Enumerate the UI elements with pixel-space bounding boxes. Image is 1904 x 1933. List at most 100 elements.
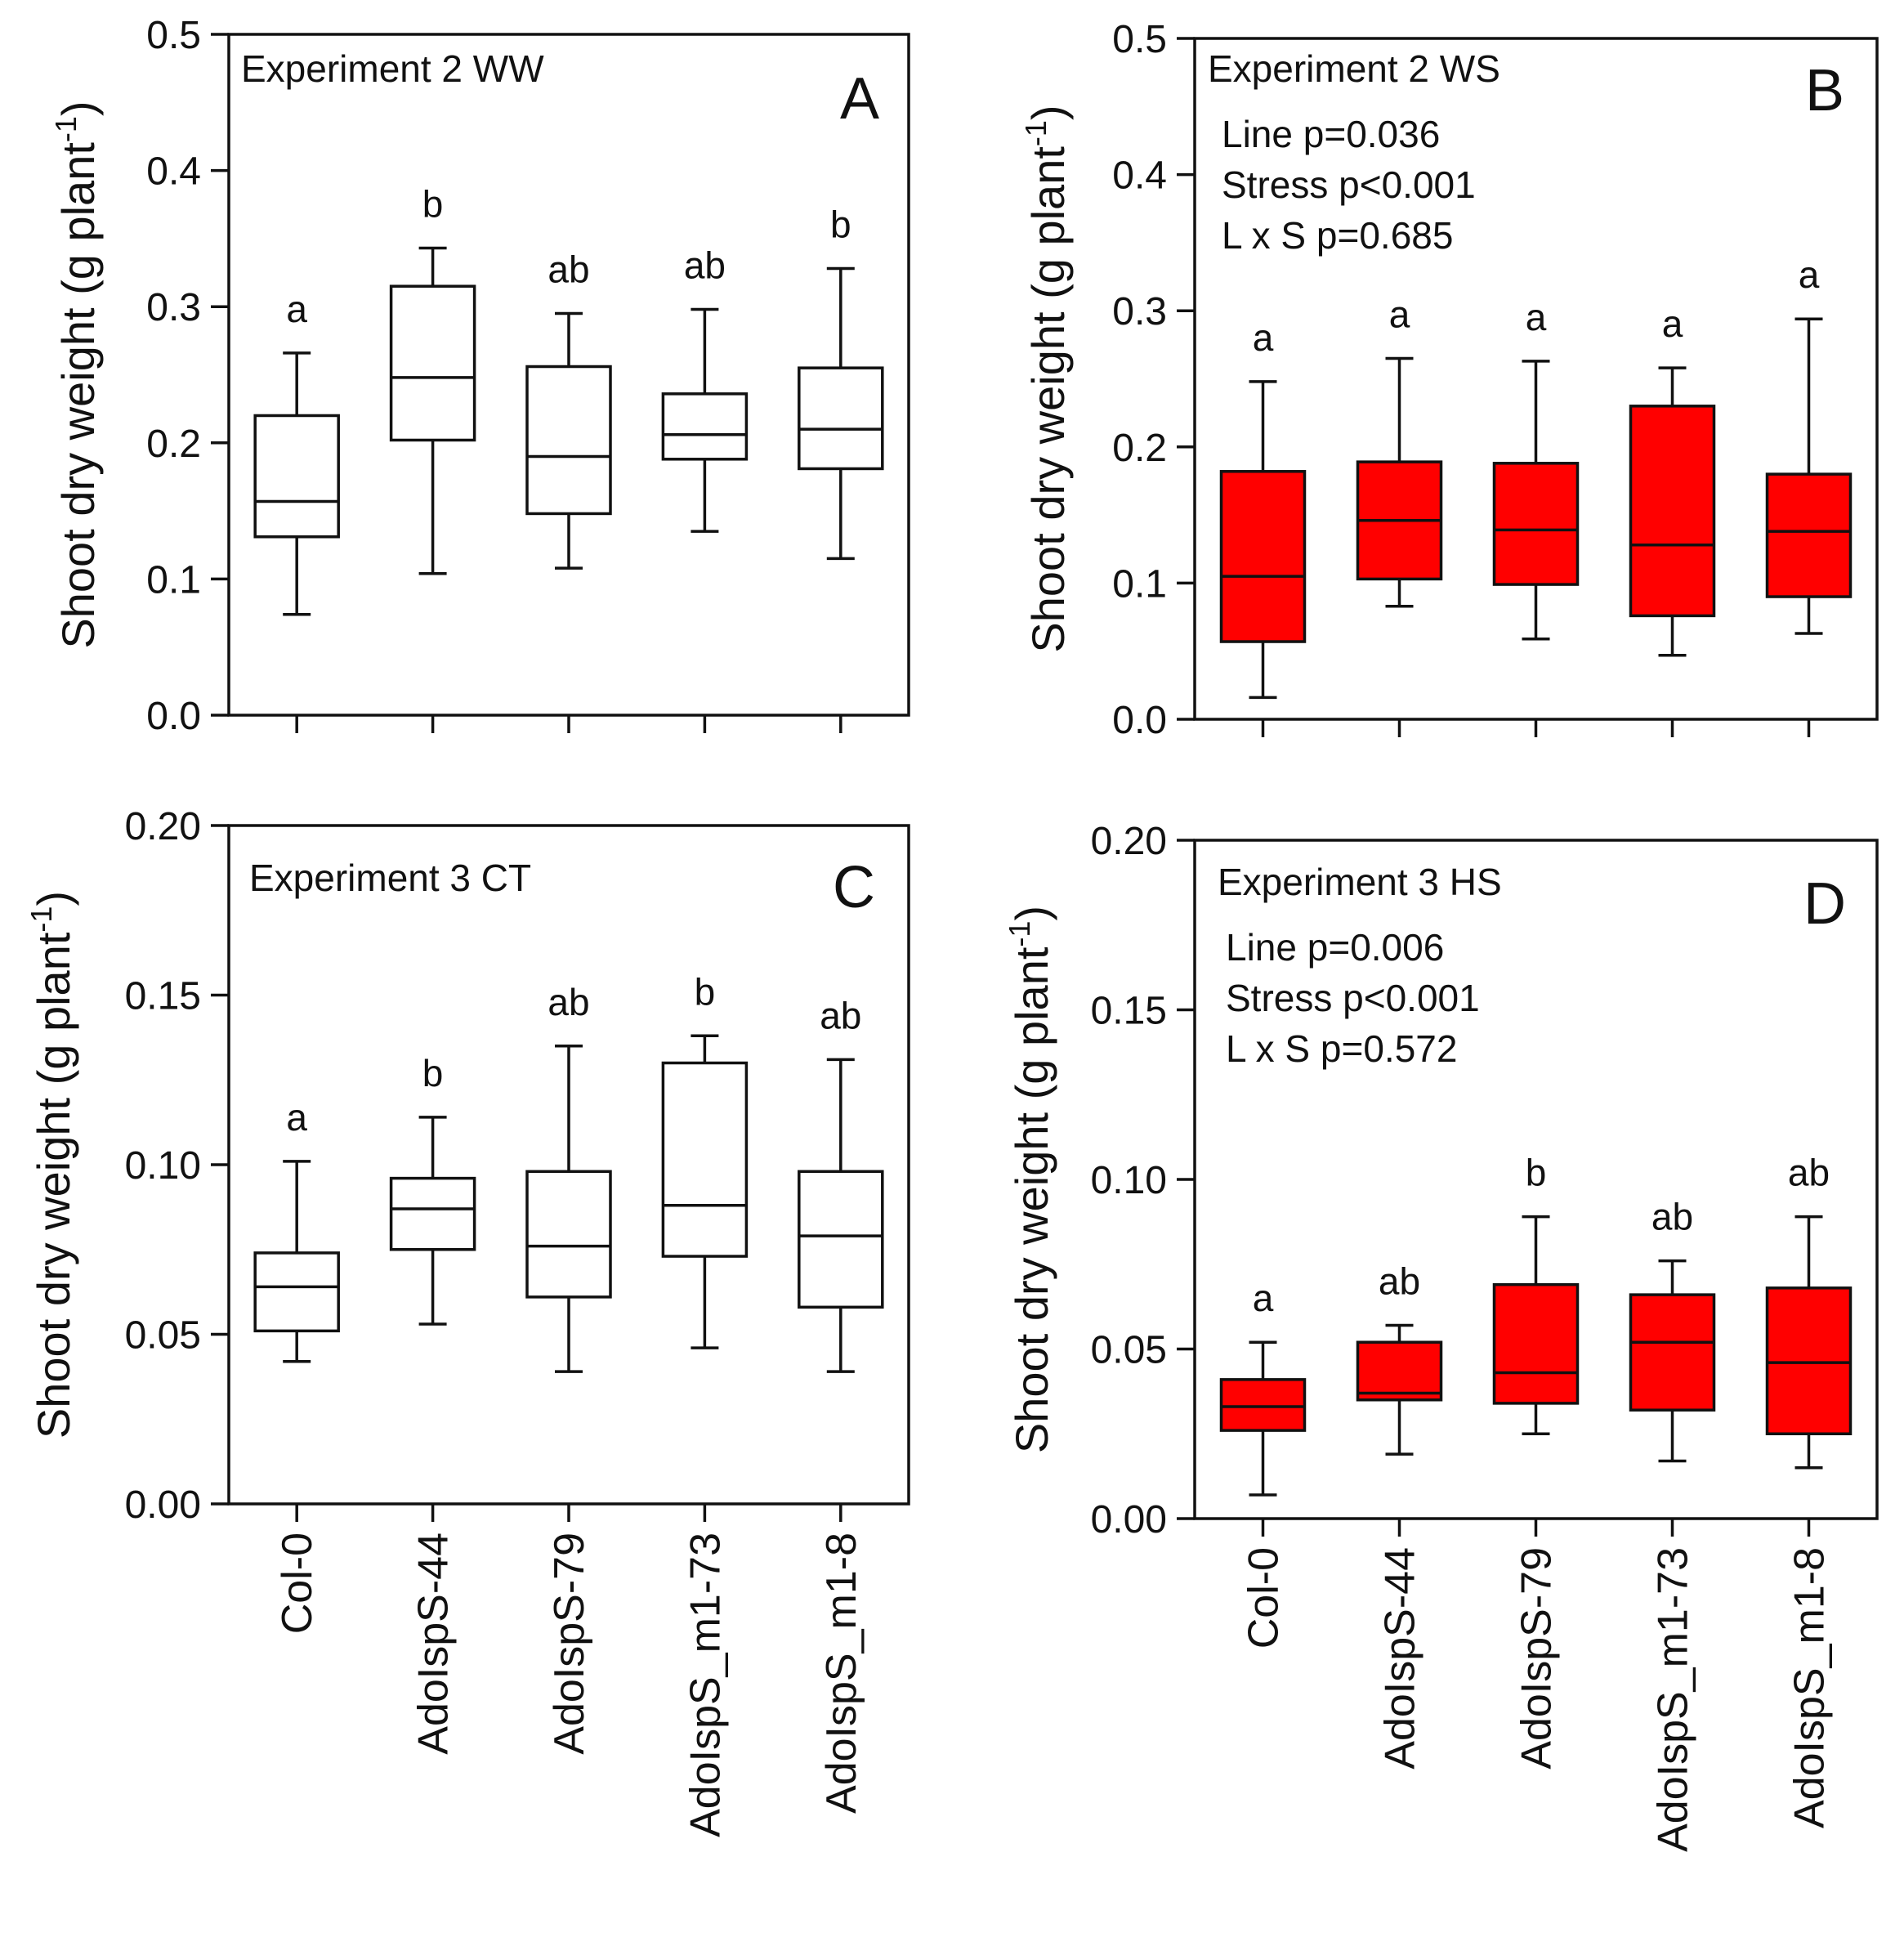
stats-line: L x S p=0.685	[1222, 214, 1453, 257]
y-tick-label: 0.1	[146, 558, 201, 602]
significance-letter: a	[1389, 293, 1410, 336]
y-axis-title: Shoot dry weight (g plant-1)	[1019, 105, 1074, 652]
box-3: ab	[661, 244, 749, 533]
box-0: a	[1219, 1277, 1307, 1497]
stats-line: Stress p<0.001	[1222, 163, 1476, 206]
significance-letter: a	[1253, 316, 1274, 359]
panel-title: Experiment 3 CT	[249, 857, 531, 899]
category-label: AdoIspS_m1-8	[818, 1533, 865, 1814]
category-label: Col-0	[1240, 1547, 1288, 1649]
y-tick-label: 0.3	[146, 286, 201, 329]
stats-line: Line p=0.006	[1226, 926, 1444, 969]
box-iqr	[525, 365, 612, 516]
box-1: ab	[1356, 1260, 1443, 1456]
y-tick-label: 0.0	[1112, 699, 1167, 742]
box-1: a	[1356, 293, 1443, 608]
panel-A: 0.0 0.1 0.2 0.3 0.4 0.5 Shoot dry weight (g pl…	[49, 14, 910, 738]
panel-title: Experiment 2 WW	[241, 47, 544, 90]
significance-letter: ab	[1651, 1196, 1693, 1238]
y-tick-label: 0.10	[1091, 1159, 1167, 1202]
stats-line: L x S p=0.572	[1226, 1027, 1457, 1070]
significance-letter: b	[830, 204, 851, 246]
category-label: Col-0	[274, 1533, 321, 1634]
box-iqr	[661, 1061, 749, 1258]
significance-letter: a	[286, 1096, 307, 1139]
y-tick-label: 0.15	[125, 975, 201, 1018]
y-tick-label: 0.3	[1112, 290, 1167, 333]
significance-letter: a	[1662, 302, 1683, 345]
box-iqr	[389, 1176, 476, 1251]
box-0: a	[253, 288, 340, 616]
y-tick-label: 0.5	[1112, 18, 1167, 61]
panel-title: Experiment 3 HS	[1218, 861, 1502, 903]
category-label: AdoIspS-44	[410, 1533, 458, 1755]
y-axis-title: Shoot dry weight (g plant-1)	[49, 101, 104, 648]
y-tick-label: 0.2	[146, 423, 201, 466]
significance-letter: ab	[1379, 1260, 1420, 1302]
panel-letter: B	[1805, 58, 1844, 123]
significance-letter: b	[695, 970, 716, 1013]
category-label: AdoIspS_m1-73	[682, 1533, 729, 1837]
significance-letter: ab	[820, 994, 861, 1036]
y-tick-label: 0.0	[146, 695, 201, 738]
y-tick-label: 0.2	[1112, 427, 1167, 470]
y-tick-label: 0.15	[1091, 990, 1167, 1033]
box-2: a	[1492, 296, 1580, 641]
box-iqr	[1356, 1340, 1443, 1402]
category-label: AdoIspS-79	[1513, 1547, 1561, 1770]
box-3: b	[661, 970, 749, 1349]
stats-line: Stress p<0.001	[1226, 977, 1480, 1019]
box-0: a	[1219, 316, 1307, 700]
significance-letter: b	[422, 183, 444, 226]
box-3: a	[1629, 302, 1716, 657]
box-2: b	[1492, 1152, 1580, 1435]
box-iqr	[1629, 1293, 1716, 1412]
box-iqr	[661, 392, 749, 461]
y-tick-label: 0.10	[125, 1144, 201, 1188]
box-0: a	[253, 1096, 340, 1363]
box-4: a	[1765, 253, 1853, 635]
significance-letter: ab	[1788, 1152, 1830, 1194]
box-4: b	[798, 204, 884, 561]
y-tick-label: 0.00	[125, 1483, 201, 1527]
panel-C: 0.00 0.05 0.10 0.15 0.20 Shoot dry weight (g …	[25, 805, 910, 1837]
panel-B: 0.0 0.1 0.2 0.3 0.4 0.5 Shoot dry weight (g pl…	[1019, 18, 1879, 742]
y-tick-label: 0.4	[146, 150, 201, 194]
significance-letter: a	[1526, 296, 1547, 338]
box-iqr	[1765, 1286, 1853, 1436]
box-iqr	[798, 1170, 884, 1309]
significance-letter: ab	[684, 244, 726, 287]
box-iqr	[1629, 405, 1716, 618]
y-tick-label: 0.00	[1091, 1498, 1167, 1541]
panel-letter: C	[833, 855, 875, 920]
y-axis-title: Shoot dry weight (g plant-1)	[25, 891, 79, 1439]
category-label: AdoIspS-44	[1377, 1547, 1424, 1770]
significance-letter: b	[1526, 1152, 1547, 1194]
box-iqr	[253, 414, 340, 539]
significance-letter: a	[1253, 1277, 1274, 1319]
significance-letter: b	[422, 1052, 444, 1094]
significance-letter: a	[286, 288, 307, 330]
significance-letter: ab	[548, 248, 589, 291]
y-tick-label: 0.5	[146, 14, 201, 57]
y-tick-label: 0.4	[1112, 154, 1167, 198]
category-label: AdoIspS_m1-8	[1786, 1547, 1834, 1828]
y-axis-title: Shoot dry weight (g plant-1)	[1003, 906, 1057, 1453]
box-iqr	[1219, 470, 1307, 643]
box-iqr	[1492, 462, 1580, 586]
stats-line: Line p=0.036	[1222, 113, 1440, 155]
category-label: AdoIspS-79	[546, 1533, 593, 1755]
box-1: b	[389, 1052, 476, 1326]
box-2: ab	[525, 981, 612, 1373]
box-iqr	[1492, 1282, 1580, 1405]
panel-D: 0.00 0.05 0.10 0.15 0.20 Shoot dry weight (g …	[1003, 820, 1879, 1852]
box-1: b	[389, 183, 476, 575]
category-label: AdoIspS_m1-73	[1650, 1547, 1697, 1852]
box-2: ab	[525, 248, 612, 570]
significance-letter: ab	[548, 981, 589, 1023]
y-tick-label: 0.05	[125, 1314, 201, 1358]
box-4: ab	[1765, 1152, 1853, 1470]
panel-title: Experiment 2 WS	[1208, 47, 1500, 90]
y-tick-label: 0.1	[1112, 562, 1167, 606]
